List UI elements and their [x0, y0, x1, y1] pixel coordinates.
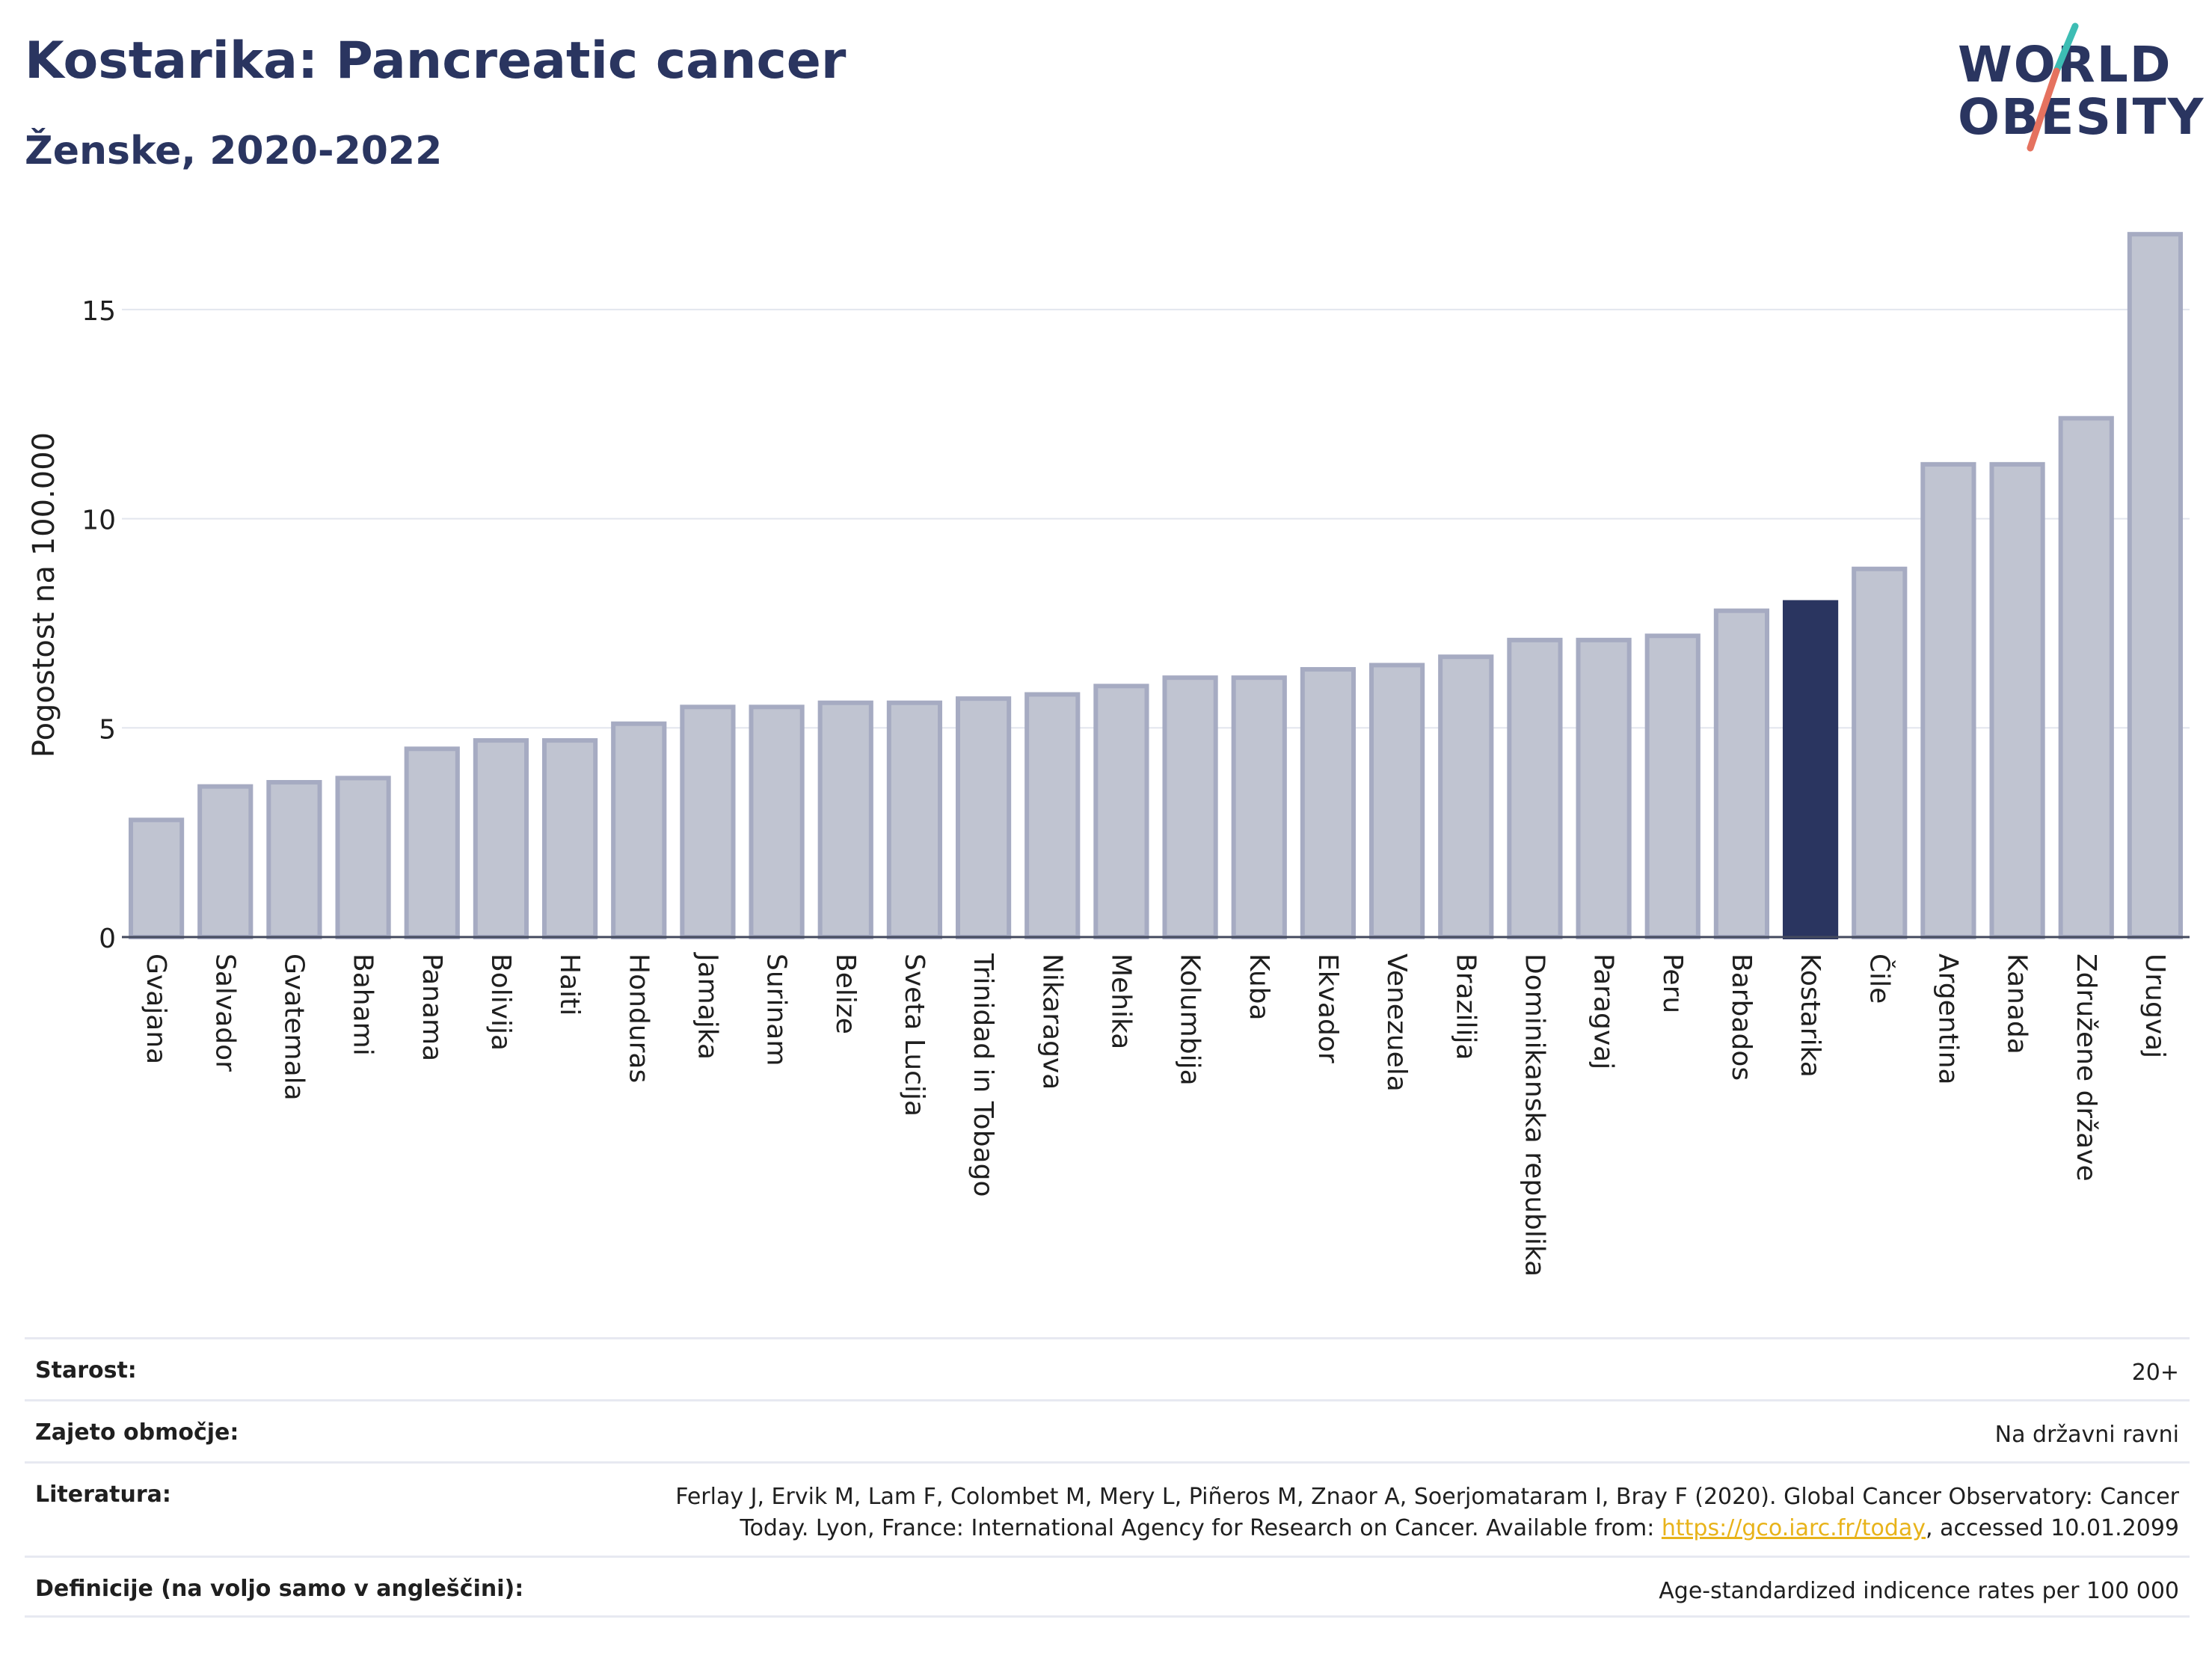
bar: [197, 784, 254, 939]
meta-row-definitions: Definicije (na voljo samo v angleščini):…: [25, 1556, 2190, 1618]
bar: [1782, 600, 1839, 939]
world-obesity-logo: WORLD OBESITY: [1944, 22, 2203, 161]
source-link[interactable]: https://gco.iarc.fr/today: [1661, 1515, 1926, 1541]
bar: [817, 700, 873, 940]
bar: [1989, 461, 2045, 940]
bar: [541, 738, 598, 939]
bar: [1024, 692, 1081, 940]
y-tick-label: 5: [99, 714, 116, 745]
chart-title: Kostarika: Pancreatic cancer: [25, 31, 847, 90]
x-tick-label: Nikaragva: [1036, 954, 1067, 1090]
bar: [1368, 663, 1425, 939]
meta-label: Definicije (na voljo samo v angleščini):: [35, 1576, 524, 1602]
x-tick-label: Gvajana: [141, 954, 171, 1064]
y-axis-label: Pogostost na 100.000: [27, 432, 61, 758]
x-tick-label: Brazilija: [1450, 954, 1481, 1060]
metadata-table: Starost: 20+ Zajeto območje: Na državni …: [25, 1337, 2190, 1618]
meta-row-age: Starost: 20+: [25, 1337, 2190, 1399]
literature-line-2-post: , accessed 10.01.2099: [1926, 1515, 2179, 1541]
x-tick-label: Ekvador: [1312, 954, 1343, 1063]
x-tick-label: Kuba: [1244, 954, 1274, 1021]
x-tick-label: Belize: [830, 954, 861, 1034]
x-tick-label: Barbados: [1726, 954, 1757, 1081]
bar: [266, 780, 322, 939]
bar: [1713, 608, 1770, 939]
bar: [680, 704, 736, 940]
bar: [1920, 461, 1976, 940]
x-tick-label: Urugvaj: [2139, 954, 2170, 1058]
x-tick-label: Jamajka: [692, 952, 722, 1060]
literature-line-2-pre: Today. Lyon, France: International Agenc…: [740, 1515, 1662, 1541]
bar: [1231, 675, 1287, 940]
bar: [1162, 675, 1218, 940]
bar: [335, 776, 391, 939]
x-tick-label: Trinidad in Tobago: [968, 953, 998, 1197]
logo-line-2: OBESITY: [1958, 88, 2205, 146]
chart-subtitle: Ženske, 2020-2022: [25, 129, 443, 174]
x-tick-label: Paragvaj: [1588, 954, 1619, 1069]
x-tick-label: Gvatemala: [278, 954, 309, 1101]
x-tick-label: Argentina: [1932, 954, 1963, 1085]
x-tick-label: Panama: [417, 954, 447, 1061]
x-tick-label: Salvador: [209, 954, 240, 1072]
meta-value: 20+: [2131, 1360, 2179, 1386]
x-tick-label: Sveta Lucija: [899, 954, 930, 1117]
bar: [404, 746, 460, 939]
meta-label: Starost:: [35, 1357, 137, 1384]
bar: [611, 721, 667, 939]
meta-value: Na državni ravni: [1994, 1422, 2179, 1448]
x-tick-label: Peru: [1657, 954, 1688, 1013]
bar: [886, 700, 943, 940]
bar: [749, 704, 805, 940]
bar: [1093, 684, 1149, 940]
bar: [1507, 637, 1563, 939]
x-tick-label: Dominikanska republika: [1519, 954, 1549, 1277]
x-tick-label: Venezuela: [1381, 954, 1412, 1092]
meta-value: Age-standardized indicence rates per 100…: [1659, 1578, 2179, 1604]
x-tick-label: Honduras: [623, 954, 654, 1083]
bar: [1576, 637, 1632, 939]
x-tick-label: Združene države: [2071, 954, 2101, 1182]
y-tick-label: 0: [99, 924, 116, 954]
x-tick-label: Kolumbija: [1175, 954, 1205, 1086]
bar: [1438, 654, 1494, 939]
bar: [1300, 666, 1357, 939]
y-tick-label: 15: [82, 296, 116, 327]
x-tick-label: Mehika: [1105, 954, 1136, 1049]
meta-row-coverage: Zajeto območje: Na državni ravni: [25, 1399, 2190, 1461]
bar: [955, 696, 1012, 940]
x-tick-label: Surinam: [761, 954, 792, 1066]
literature-line-1: Ferlay J, Ervik M, Lam F, Colombet M, Me…: [675, 1484, 2179, 1510]
x-tick-label: Bolivija: [485, 954, 516, 1051]
x-tick-label: Haiti: [554, 954, 585, 1016]
logo-slash-icon: [2027, 22, 2079, 152]
meta-label: Literatura:: [35, 1481, 171, 1508]
bar: [473, 738, 529, 939]
x-tick-label: Kanada: [2002, 954, 2033, 1054]
meta-row-literature: Literatura: Ferlay J, Ervik M, Lam F, Co…: [25, 1461, 2190, 1556]
bar: [1644, 633, 1701, 939]
bar: [2127, 232, 2184, 939]
bar: [1852, 566, 1908, 939]
x-tick-label: Kostarika: [1795, 954, 1825, 1078]
bar: [128, 817, 185, 939]
y-tick-label: 10: [82, 506, 116, 536]
x-tick-label: Bahami: [348, 954, 378, 1056]
bar-chart: 0 5 10 15 Pogostost na 100.000 Gvajana Salvado…: [27, 232, 2190, 1277]
meta-label: Zajeto območje:: [35, 1419, 239, 1446]
bar: [2058, 416, 2114, 939]
x-tick-label: Čile: [1864, 954, 1895, 1004]
meta-value: Ferlay J, Ervik M, Lam F, Colombet M, Me…: [675, 1481, 2179, 1544]
